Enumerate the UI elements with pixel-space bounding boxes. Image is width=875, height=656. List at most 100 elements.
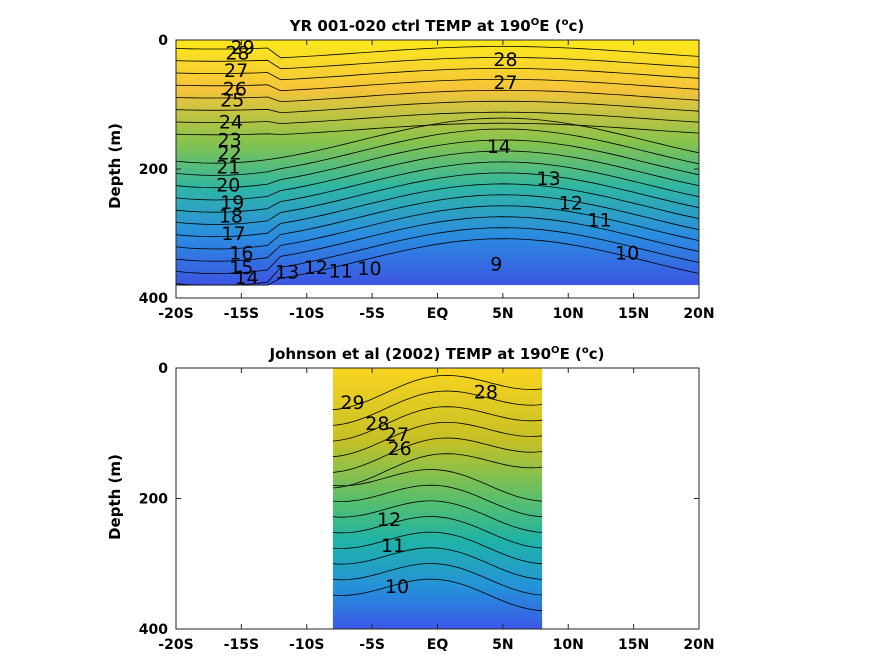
contour-line [175, 89, 700, 103]
contour-line [332, 437, 543, 473]
contour-label: 27 [493, 72, 517, 94]
contour-line [175, 227, 700, 286]
x-tick-label: -5S [359, 637, 385, 653]
contour-line [175, 117, 700, 164]
contour-line [175, 161, 700, 213]
contour-label: 28 [225, 42, 249, 64]
contour-line [175, 205, 700, 262]
y-tick-label: 0 [158, 33, 168, 49]
contour-label: 13 [537, 168, 561, 190]
y-axis-ticks: 0 200 400 [139, 361, 699, 638]
contour-line [332, 547, 543, 580]
y-tick-label: 200 [139, 492, 168, 508]
x-axis-ticks: -20S -15S -10S -5S EQ 5N 10N 15N 20N [158, 40, 715, 322]
contour-line [175, 46, 700, 59]
y-tick-label: 200 [139, 162, 168, 178]
contour-label: 16 [229, 242, 253, 264]
x-tick-label: 5N [492, 306, 513, 322]
x-tick-label: -10S [289, 306, 324, 322]
contour-line [175, 216, 700, 274]
contour-line [332, 422, 543, 458]
x-tick-label: 15N [618, 306, 649, 322]
x-tick-label: 20N [683, 306, 714, 322]
contour-line [332, 500, 543, 533]
contour-label: 17 [221, 223, 245, 245]
x-tick-label: 20N [683, 637, 714, 653]
contour-lines [332, 374, 543, 612]
x-tick-label: -15S [224, 637, 259, 653]
contour-line [332, 406, 543, 442]
contour-label: 11 [329, 260, 353, 282]
x-tick-label: -20S [158, 306, 193, 322]
contour-label: 19 [220, 192, 244, 214]
contour-label: 24 [219, 111, 243, 133]
contour-line [332, 390, 543, 426]
contour-line [175, 111, 700, 125]
contour-label: 14 [487, 136, 511, 158]
x-tick-label: EQ [427, 306, 449, 322]
contour-line [175, 122, 700, 136]
y-axis-ticks: 0 200 400 [139, 33, 699, 307]
contour-label: 27 [224, 60, 248, 82]
contour-label: 26 [223, 78, 247, 100]
x-axis-ticks: -20S -15S -10S -5S EQ 5N 10N 15N 20N [158, 368, 715, 653]
contour-label: 14 [235, 267, 259, 289]
x-tick-label: -5S [359, 306, 385, 322]
contour-label: 28 [474, 382, 498, 404]
contour-line [175, 128, 700, 176]
contour-label: 10 [357, 258, 381, 280]
contour-line [175, 150, 700, 201]
contour-label: 11 [588, 209, 612, 231]
contour-label: 25 [220, 89, 244, 111]
x-tick-label: -20S [158, 637, 193, 653]
contour-label: 28 [493, 49, 517, 71]
x-tick-label: -10S [289, 637, 324, 653]
contour-line [332, 484, 543, 518]
contour-line [332, 563, 543, 596]
y-tick-label: 0 [158, 361, 168, 377]
contour-line [176, 238, 700, 286]
contour-label: 12 [377, 509, 401, 531]
contour-line [332, 453, 543, 489]
x-tick-label: 15N [618, 637, 649, 653]
contour-label: 12 [559, 193, 583, 215]
contour-line [332, 374, 543, 411]
contour-label: 11 [381, 535, 405, 557]
contour-label: 22 [218, 142, 242, 164]
contour-line [175, 78, 700, 92]
contour-line [175, 172, 700, 225]
contour-line [175, 68, 700, 81]
contour-lines [175, 46, 700, 286]
y-axis-label: Depth (m) [106, 454, 124, 540]
contour-label: 12 [304, 257, 328, 279]
x-tick-label: 10N [553, 306, 584, 322]
x-tick-label: EQ [427, 637, 449, 653]
top-panel-title: YR 001-020 ctrl TEMP at 190OE (oc) [289, 17, 584, 35]
y-tick-label: 400 [139, 622, 168, 638]
contour-label: 27 [385, 424, 409, 446]
contour-line [175, 139, 700, 189]
x-tick-label: 5N [492, 637, 513, 653]
contour-line [175, 183, 700, 238]
contour-label: 15 [229, 257, 253, 279]
contour-label: 10 [385, 576, 409, 598]
bottom-panel: Johnson et al (2002) TEMP at 190OE (oc) … [106, 345, 715, 653]
contour-line [332, 531, 543, 565]
contour-label: 26 [387, 438, 411, 460]
x-tick-label: -15S [224, 306, 259, 322]
contour-line [175, 56, 700, 70]
contour-label: 13 [275, 262, 299, 284]
contour-label: 9 [490, 253, 502, 275]
y-axis-label: Depth (m) [106, 123, 124, 209]
bottom-panel-title: Johnson et al (2002) TEMP at 190OE (oc) [268, 345, 604, 363]
contour-label: 28 [365, 413, 389, 435]
contour-label: 29 [231, 37, 255, 59]
x-tick-label: 10N [553, 637, 584, 653]
y-tick-label: 400 [139, 291, 168, 307]
contour-line [332, 578, 543, 612]
contour-line [175, 100, 700, 114]
contour-label: 18 [219, 206, 243, 228]
contour-line [332, 469, 543, 502]
